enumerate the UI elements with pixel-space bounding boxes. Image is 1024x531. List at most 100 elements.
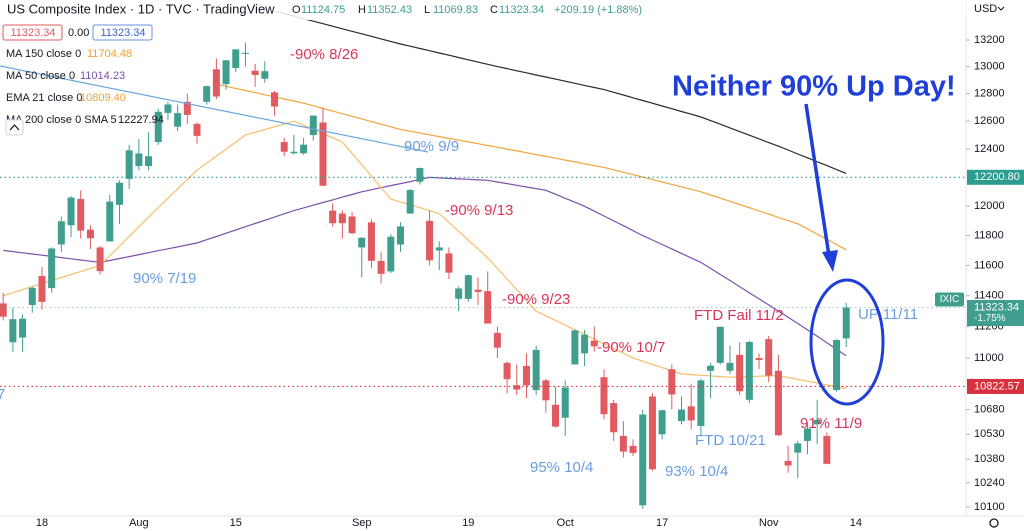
y-tick-label: 12000	[974, 200, 1005, 212]
box-text: 0.00	[68, 27, 89, 39]
y-tick-label: 12800	[974, 88, 1005, 100]
legend-value: 10809.40	[80, 92, 126, 104]
x-tick-label: 18	[36, 517, 48, 529]
candle-body	[145, 156, 153, 167]
price-label-box	[967, 169, 1024, 185]
box-text: 11323.34	[10, 27, 55, 39]
x-tick-label: Aug	[129, 517, 149, 529]
candle-body	[125, 150, 133, 179]
candle-body	[648, 396, 656, 470]
ohlc-value: 11069.83	[433, 4, 478, 16]
candle-body	[367, 222, 375, 261]
candle-body	[48, 248, 56, 289]
annotation: -90% 9/13	[445, 202, 513, 219]
candle-body	[174, 113, 182, 127]
box	[2, 24, 63, 41]
collapse-icon	[9, 124, 20, 131]
candle-body	[164, 104, 172, 113]
highlight-ellipse	[809, 278, 885, 406]
candle-body	[115, 182, 123, 205]
candle-body	[755, 358, 763, 360]
candle-body	[639, 414, 647, 506]
y-tick-label: 10380	[974, 453, 1005, 465]
candle-body	[474, 289, 482, 292]
candle-body	[513, 385, 521, 390]
candle-body	[28, 287, 36, 305]
candle-body	[387, 236, 395, 272]
ohlc-value: 11124.75	[301, 4, 345, 16]
candle-body	[561, 387, 569, 418]
candle-body	[716, 326, 724, 363]
y-tick-label: 12400	[974, 143, 1005, 155]
price-label: 11323.34	[974, 301, 1019, 313]
candle-body	[629, 445, 637, 453]
y-tick-label: 11000	[974, 352, 1004, 364]
box-text: 11323.34	[100, 27, 145, 39]
legend-name: MA 150 close 0	[6, 48, 81, 60]
legend: MA 150 close 0 11704.48 MA 50 close 0 11014…	[6, 48, 164, 126]
price-label-note: -1.75%	[974, 313, 1006, 324]
candle-body	[338, 213, 346, 224]
candle-body	[552, 404, 560, 427]
candle-body	[309, 115, 317, 136]
x-tick-label: Sep	[352, 517, 372, 529]
legend-value: 12227.94	[118, 114, 164, 126]
annotation: 7	[0, 386, 5, 403]
candle-body	[619, 435, 627, 452]
price-label: 12200.80	[974, 171, 1020, 183]
annotation: 90% 9/9	[404, 138, 459, 155]
candle-body	[9, 319, 17, 343]
candle-body	[348, 216, 356, 234]
candle-body	[726, 362, 734, 371]
arrow-shaft	[804, 103, 831, 257]
candle-body	[678, 409, 685, 422]
ma-line	[3, 120, 847, 390]
settings-icon[interactable]	[989, 518, 999, 528]
annotation: 91% 11/9	[800, 415, 862, 432]
legend-name: EMA 21 close 0	[6, 92, 82, 104]
y-tick-label: 12600	[974, 115, 1005, 127]
candle-body	[358, 237, 366, 248]
candle-body	[823, 435, 831, 464]
candle-body	[455, 288, 463, 299]
candle-body	[522, 366, 530, 386]
candle-body	[222, 60, 230, 85]
ohlc-label: C	[490, 4, 498, 16]
candle-body	[445, 253, 453, 273]
candle-body	[697, 380, 705, 426]
header-band	[0, 0, 966, 20]
candle-body	[406, 190, 414, 214]
ohlc-label: O	[292, 4, 301, 16]
y-tick-label: 10100	[974, 501, 1005, 513]
legend-value: 11704.48	[87, 48, 132, 60]
symbol-title: US Composite Index · 1D · TVC · TradingV…	[7, 1, 275, 16]
price-label: 10822.57	[974, 380, 1020, 392]
candle-body	[57, 221, 65, 245]
candle-body	[774, 370, 782, 436]
candle-body	[426, 220, 434, 261]
candle-body	[842, 307, 850, 339]
candle-body	[377, 260, 385, 274]
candle-body	[745, 341, 753, 400]
collapse-button[interactable]	[5, 119, 24, 136]
x-tick-label: Nov	[759, 517, 779, 529]
annotation: -90% 8/26	[290, 46, 358, 63]
y-tick-label: 13000	[974, 61, 1005, 73]
candle-body	[794, 443, 802, 453]
candle-body	[67, 197, 75, 226]
candle-body	[329, 210, 337, 224]
candle-body	[193, 123, 201, 136]
candle-body	[532, 349, 540, 391]
candle-body	[300, 144, 308, 154]
candle-body	[765, 339, 773, 376]
annotation: 93% 10/4	[665, 463, 728, 480]
candle-body	[106, 201, 114, 242]
candle-body	[493, 332, 501, 348]
candle-body	[581, 334, 589, 354]
trend-line	[0, 65, 429, 153]
candle-body	[707, 365, 715, 371]
candle-body	[590, 340, 598, 347]
ohlc-value: 11352.43	[367, 4, 412, 16]
candle-body	[271, 92, 279, 107]
